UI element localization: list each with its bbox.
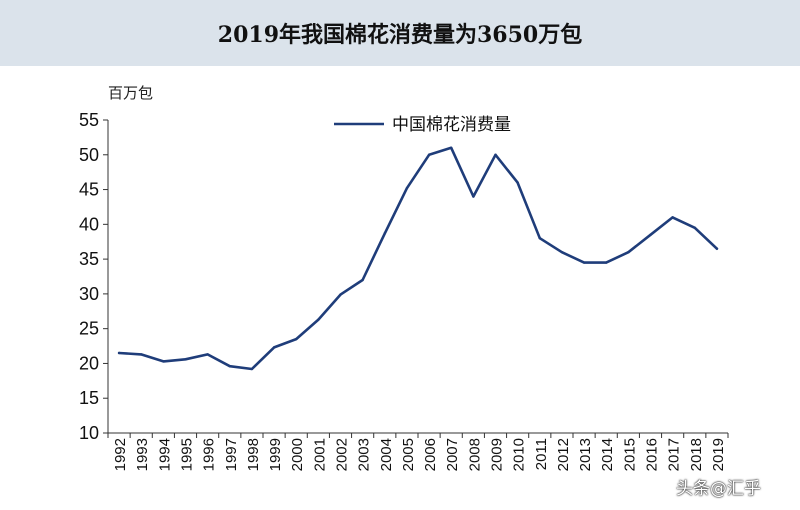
y-tick-label: 25 [79, 319, 99, 339]
data-point [272, 346, 276, 349]
data-point [605, 261, 608, 264]
data-point [693, 226, 696, 230]
x-tick-label: 1999 [267, 438, 284, 471]
data-point [538, 237, 541, 240]
y-tick-label: 50 [79, 145, 99, 165]
legend-label: 中国棉花消费量 [392, 115, 511, 135]
chart-title: 2019年我国棉花消费量为3650万包 [217, 22, 583, 48]
y-axis-unit-label: 百万包 [108, 84, 154, 102]
x-tick-label: 2014 [599, 438, 616, 471]
x-tick-label: 1992 [112, 438, 129, 471]
data-point [117, 351, 121, 355]
x-tick-label: 2006 [422, 438, 439, 471]
data-point [671, 216, 674, 219]
x-tick-label: 2002 [334, 438, 351, 471]
data-point [383, 232, 386, 235]
y-tick-label: 45 [79, 180, 99, 200]
x-tick-label: 2019 [710, 438, 727, 471]
data-point [140, 353, 143, 356]
data-point [494, 153, 497, 156]
y-axis-ticks: 10 15 20 25 30 35 40 45 50 55 [79, 110, 108, 443]
data-point [649, 233, 652, 236]
data-point [516, 181, 519, 184]
watermark: 头条@汇乎 [676, 479, 761, 499]
x-tick-label: 2016 [644, 438, 661, 471]
y-tick-label: 30 [79, 284, 99, 304]
y-tick-label: 55 [79, 110, 99, 130]
data-point [450, 146, 453, 150]
y-tick-label: 15 [79, 388, 99, 408]
x-tick-label: 1997 [223, 438, 240, 471]
x-tick-label: 2001 [311, 438, 328, 471]
x-tick-label: 2018 [688, 438, 705, 471]
x-tick-label: 2003 [356, 438, 373, 471]
data-point [560, 250, 564, 254]
x-tick-label: 2000 [289, 438, 306, 471]
y-tick-label: 35 [79, 249, 99, 269]
x-tick-label: 1994 [156, 438, 173, 471]
x-tick-label: 2017 [666, 438, 683, 471]
series-line [117, 146, 719, 371]
data-point [427, 153, 431, 156]
legend: 中国棉花消费量 [334, 115, 511, 135]
x-tick-label: 1998 [245, 438, 262, 471]
data-point [627, 250, 630, 254]
x-tick-label: 2005 [400, 438, 417, 471]
data-point [361, 278, 364, 282]
series-group [117, 146, 719, 371]
x-tick-label: 2007 [444, 438, 461, 471]
x-tick-label: 2012 [555, 438, 572, 471]
x-tick-label: 2010 [511, 438, 528, 471]
data-point [295, 337, 298, 341]
x-tick-label: 2008 [466, 438, 483, 471]
data-point [184, 358, 187, 361]
y-tick-label: 40 [79, 214, 99, 234]
data-point [339, 293, 342, 296]
chart-axes [107, 120, 728, 434]
data-point [715, 247, 719, 250]
x-tick-label: 2011 [533, 438, 550, 470]
y-tick-label: 20 [79, 353, 99, 373]
x-tick-label: 1993 [134, 438, 151, 471]
x-tick-label: 2015 [621, 438, 638, 471]
data-point [472, 195, 475, 198]
data-point [582, 261, 586, 264]
x-tick-label: 2009 [489, 438, 506, 471]
x-tick-label: 1995 [179, 438, 196, 471]
title-bar: 2019年我国棉花消费量为3650万包 [0, 0, 800, 66]
data-point [228, 365, 231, 368]
data-point [206, 353, 209, 356]
data-point [162, 360, 165, 363]
data-point [317, 318, 320, 321]
x-tick-label: 1996 [201, 438, 218, 471]
x-tick-label: 2013 [577, 438, 594, 471]
x-axis-ticks: 1992 1993 1994 1995 1996 1997 1998 1999 2000 2001… [107, 433, 729, 471]
data-point [405, 186, 409, 190]
data-point [250, 367, 254, 371]
x-tick-label: 2004 [378, 438, 395, 471]
y-tick-label: 10 [79, 423, 99, 443]
